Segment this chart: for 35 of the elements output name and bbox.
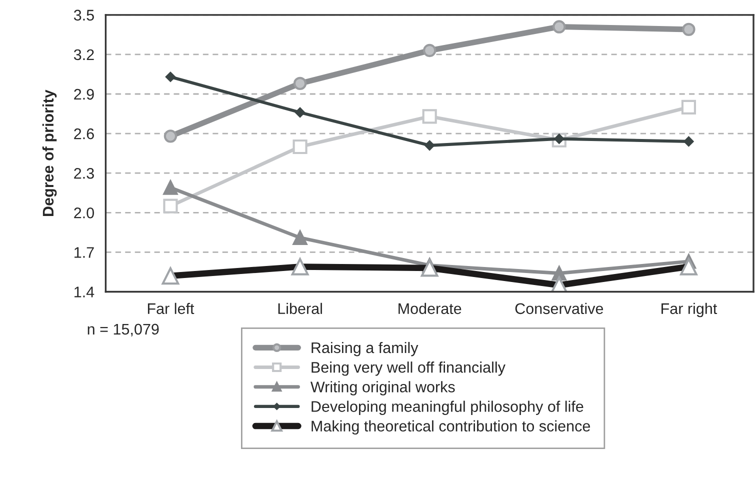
x-tick-label: Liberal xyxy=(278,302,322,314)
x-tick-label: Far right xyxy=(662,302,718,318)
y-tick-label: 1.4 xyxy=(74,286,94,298)
legend-label: Being very well off financially xyxy=(312,362,506,376)
x-tick-label: Far left xyxy=(148,302,194,314)
point xyxy=(422,109,437,124)
point xyxy=(422,44,436,58)
legend-label: Developing meaningful philosophy of life xyxy=(312,400,584,415)
y-tick-label: 2.9 xyxy=(74,88,94,100)
point xyxy=(163,198,178,214)
y-tick-label: 2.0 xyxy=(74,208,94,218)
y-axis-title: Degree of priority xyxy=(42,90,57,216)
x-tick-label: Conservative xyxy=(515,302,604,314)
text: n = 15,079 xyxy=(88,324,159,336)
legend-label: Making theoretical contribution to science xyxy=(312,420,590,435)
point xyxy=(424,140,435,150)
y-tick-label: 3.5 xyxy=(74,10,94,21)
point xyxy=(682,22,696,36)
legend-label: Writing original works xyxy=(310,381,455,396)
point xyxy=(681,100,696,114)
point xyxy=(295,107,306,118)
point xyxy=(684,136,694,146)
point xyxy=(292,139,308,154)
point xyxy=(292,230,308,245)
legend-label: Raising a family xyxy=(312,342,418,356)
y-tick-label: 2.3 xyxy=(74,168,94,179)
y-tick-label: 1.7 xyxy=(74,247,94,258)
x-tick-label: Moderate xyxy=(398,302,462,314)
point xyxy=(293,76,307,90)
point xyxy=(164,130,178,143)
y-tick-label: 2.6 xyxy=(74,128,94,140)
point xyxy=(166,72,176,82)
point xyxy=(552,20,566,34)
point xyxy=(163,180,178,195)
y-tick-label: 3.2 xyxy=(74,49,94,60)
